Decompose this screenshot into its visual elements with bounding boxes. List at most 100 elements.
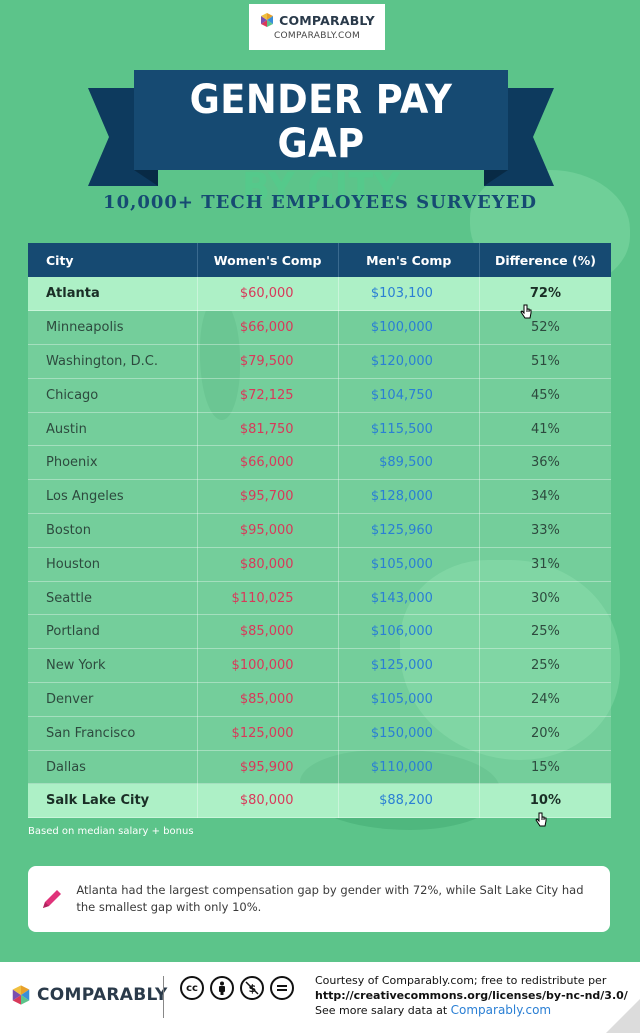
table-row: Austin $81,750 $115,500 41% [28, 412, 611, 447]
title-banner: GENDER PAY GAP BY CITY [134, 70, 508, 210]
cell-men: $120,000 [338, 344, 480, 379]
table-row: Houston $80,000 $105,000 31% [28, 547, 611, 582]
cell-men: $125,000 [338, 648, 480, 684]
cell-city: New York [28, 648, 198, 684]
cell-diff: 10% [479, 783, 611, 819]
cell-diff: 31% [479, 547, 611, 582]
cell-city: Houston [28, 547, 198, 582]
cell-men: $143,000 [338, 581, 480, 616]
cell-women: $100,000 [197, 648, 339, 684]
cell-city: Washington, D.C. [28, 344, 198, 379]
footer-credits: Courtesy of Comparably.com; free to redi… [315, 973, 628, 1018]
cell-women: $81,750 [197, 412, 339, 447]
cell-diff: 15% [479, 750, 611, 785]
nd-icon [270, 976, 294, 1000]
table-row: Los Angeles $95,700 $128,000 34% [28, 479, 611, 515]
cell-city: Phoenix [28, 445, 198, 481]
cell-diff: 45% [479, 378, 611, 413]
cell-diff: 25% [479, 648, 611, 684]
cell-city: Boston [28, 513, 198, 548]
cell-women: $72,125 [197, 378, 339, 413]
cell-men: $115,500 [338, 412, 480, 447]
callout-text: Atlanta had the largest compensation gap… [76, 883, 584, 914]
cc-license-icons: cc $ [180, 976, 294, 1000]
cell-city: Austin [28, 412, 198, 447]
cell-diff: 41% [479, 412, 611, 447]
cell-diff: 30% [479, 581, 611, 616]
cell-women: $66,000 [197, 445, 339, 481]
cell-men: $103,100 [338, 277, 480, 312]
cell-diff: 20% [479, 716, 611, 751]
cell-city: Los Angeles [28, 479, 198, 515]
cell-diff: 25% [479, 614, 611, 650]
cell-men: $125,960 [338, 513, 480, 548]
title-line-2: BY CITY [242, 165, 400, 211]
cell-city: San Francisco [28, 716, 198, 751]
subtitle: 10,000+ TECH EMPLOYEES SURVEYED [103, 192, 537, 213]
cell-men: $110,000 [338, 750, 480, 785]
table-row: Washington, D.C. $79,500 $120,000 51% [28, 344, 611, 379]
cell-city: Denver [28, 682, 198, 717]
cell-city: Dallas [28, 750, 198, 785]
table-row: San Francisco $125,000 $150,000 20% [28, 716, 611, 751]
table-row: Portland $85,000 $106,000 25% [28, 614, 611, 650]
cell-women: $95,700 [197, 479, 339, 515]
cell-city: Seattle [28, 581, 198, 616]
comparably-logo-icon [12, 985, 30, 1005]
cell-women: $60,000 [197, 277, 339, 312]
table-row: New York $100,000 $125,000 25% [28, 648, 611, 684]
cell-men: $89,500 [338, 445, 480, 481]
cell-diff: 52% [479, 310, 611, 346]
cell-city: Minneapolis [28, 310, 198, 346]
pay-gap-table: City Women's Comp Men's Comp Difference … [28, 243, 611, 819]
footer: COMPARABLY cc $ Courtesy of Comparably.c… [0, 962, 640, 1033]
footer-line-3: See more salary data at [315, 1004, 451, 1017]
title-line-1: GENDER PAY GAP [189, 77, 453, 167]
cell-women: $80,000 [197, 783, 339, 819]
footer-logo: COMPARABLY [10, 984, 168, 1006]
cell-women: $66,000 [197, 310, 339, 346]
table-row: Chicago $72,125 $104,750 45% [28, 378, 611, 413]
cell-diff: 34% [479, 479, 611, 515]
cell-women: $110,025 [197, 581, 339, 616]
cell-men: $104,750 [338, 378, 480, 413]
cell-diff: 36% [479, 445, 611, 481]
column-header: Difference (%) [479, 243, 611, 277]
cell-men: $128,000 [338, 479, 480, 515]
table-row: Denver $85,000 $105,000 24% [28, 682, 611, 717]
cell-men: $88,200 [338, 783, 480, 819]
nc-icon: $ [240, 976, 264, 1000]
column-header: Women's Comp [197, 243, 339, 277]
table-row: Salk Lake City $80,000 $88,200 10% [28, 783, 611, 819]
cell-diff: 51% [479, 344, 611, 379]
table-row: Phoenix $66,000 $89,500 36% [28, 445, 611, 481]
cell-city: Chicago [28, 378, 198, 413]
column-header: Men's Comp [338, 243, 480, 277]
cell-women: $85,000 [197, 682, 339, 717]
cc-icon: cc [180, 976, 204, 1000]
footer-divider [163, 976, 164, 1018]
comparably-logo-icon [261, 13, 274, 27]
hand-cursor-icon [535, 812, 547, 827]
cell-city: Salk Lake City [28, 783, 198, 819]
cell-men: $106,000 [338, 614, 480, 650]
table-row: Atlanta $60,000 $103,100 72% [28, 277, 611, 312]
logo-name: COMPARABLY [279, 12, 375, 28]
cell-diff: 33% [479, 513, 611, 548]
hand-cursor-icon [520, 304, 532, 319]
callout-box: Atlanta had the largest compensation gap… [28, 866, 610, 932]
cell-men: $100,000 [338, 310, 480, 346]
by-icon [210, 976, 234, 1000]
cell-women: $80,000 [197, 547, 339, 582]
column-header: City [28, 243, 198, 277]
cell-city: Atlanta [28, 277, 198, 312]
top-logo: COMPARABLY COMPARABLY.COM [249, 4, 385, 50]
cell-women: $95,900 [197, 750, 339, 785]
footnote: Based on median salary + bonus [28, 826, 194, 837]
footer-license-url[interactable]: http://creativecommons.org/licenses/by-n… [315, 989, 628, 1002]
logo-url: COMPARABLY.COM [273, 31, 361, 41]
cell-women: $95,000 [197, 513, 339, 548]
comparably-link[interactable]: Comparably.com [450, 1003, 552, 1017]
cell-women: $79,500 [197, 344, 339, 379]
cell-men: $105,000 [338, 682, 480, 717]
